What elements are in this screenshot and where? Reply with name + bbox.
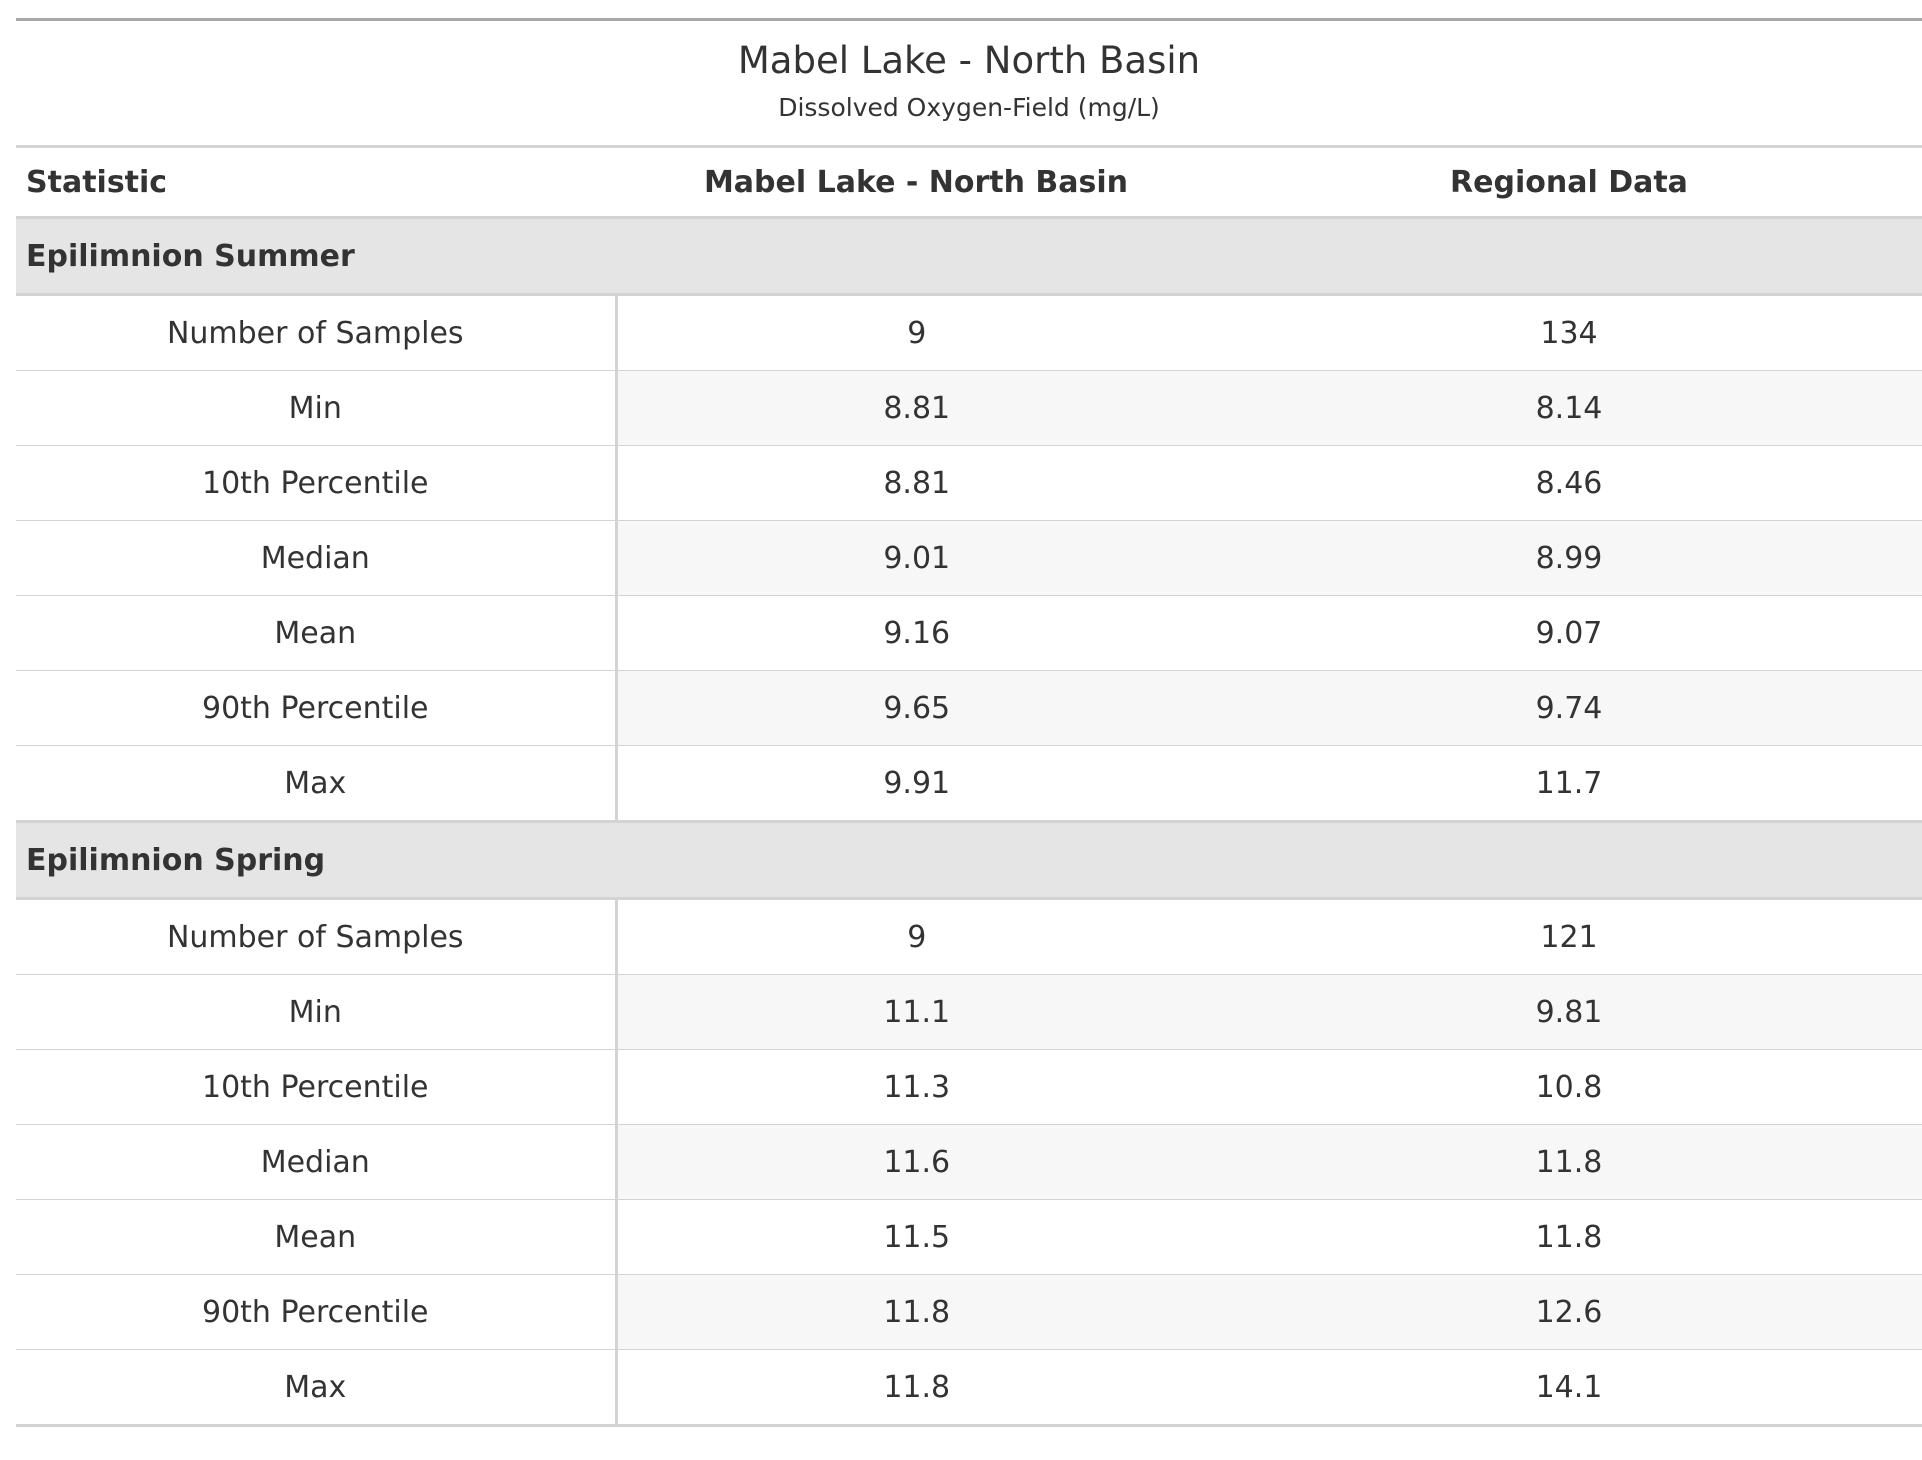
table-row: Max 11.8 14.1 [16, 1349, 1922, 1427]
row-regional-value: 121 [1216, 898, 1922, 975]
column-header-statistic: Statistic [16, 145, 616, 219]
table-title: Mabel Lake - North Basin [737, 39, 1201, 82]
row-site-value: 11.5 [616, 1199, 1216, 1275]
table-body: Epilimnion Summer Number of Samples 9 134 Mi… [16, 217, 1922, 1427]
group-row: Epilimnion Summer [16, 217, 1922, 296]
row-statistic-label: 10th Percentile [16, 1049, 618, 1125]
group-label: Epilimnion Summer [16, 217, 1922, 296]
row-site-value: 11.8 [616, 1349, 1216, 1427]
row-statistic-label: Number of Samples [16, 294, 618, 371]
table-heading: Mabel Lake - North Basin Dissolved Oxyge… [16, 18, 1922, 147]
row-regional-value: 9.07 [1216, 595, 1922, 671]
row-regional-value: 10.8 [1216, 1049, 1922, 1125]
column-header-regional: Regional Data [1216, 145, 1922, 219]
table-subtitle: Dissolved Oxygen-Field (mg/L) [778, 93, 1160, 122]
row-statistic-label: Max [16, 1349, 618, 1427]
row-site-value: 8.81 [616, 445, 1216, 521]
statistics-table: Mabel Lake - North Basin Dissolved Oxyge… [16, 18, 1922, 1427]
row-statistic-label: Median [16, 520, 618, 596]
row-site-value: 9 [616, 294, 1216, 371]
row-statistic-label: Number of Samples [16, 898, 618, 975]
statistics-table-container: Mabel Lake - North Basin Dissolved Oxyge… [16, 18, 1922, 1427]
row-regional-value: 11.8 [1216, 1199, 1922, 1275]
row-site-value: 11.3 [616, 1049, 1216, 1125]
table-row: 90th Percentile 9.65 9.74 [16, 670, 1922, 746]
row-site-value: 11.1 [616, 974, 1216, 1050]
row-statistic-label: Max [16, 745, 618, 823]
row-site-value: 11.6 [616, 1124, 1216, 1200]
table-row: Median 9.01 8.99 [16, 520, 1922, 596]
row-statistic-label: 10th Percentile [16, 445, 618, 521]
row-site-value: 8.81 [616, 370, 1216, 446]
row-statistic-label: Min [16, 370, 618, 446]
row-site-value: 9.65 [616, 670, 1216, 746]
row-statistic-label: 90th Percentile [16, 1274, 618, 1350]
row-statistic-label: 90th Percentile [16, 670, 618, 746]
table-row: 10th Percentile 8.81 8.46 [16, 445, 1922, 521]
table-title-row: Mabel Lake - North Basin Dissolved Oxyge… [16, 18, 1922, 147]
row-regional-value: 8.46 [1216, 445, 1922, 521]
row-regional-value: 134 [1216, 294, 1922, 371]
row-site-value: 11.8 [616, 1274, 1216, 1350]
row-regional-value: 12.6 [1216, 1274, 1922, 1350]
row-site-value: 9.91 [616, 745, 1216, 823]
table-row: Number of Samples 9 121 [16, 898, 1922, 975]
table-row: Mean 9.16 9.07 [16, 595, 1922, 671]
table-row: 90th Percentile 11.8 12.6 [16, 1274, 1922, 1350]
group-label: Epilimnion Spring [16, 820, 1922, 900]
row-regional-value: 14.1 [1216, 1349, 1922, 1427]
column-header-site: Mabel Lake - North Basin [616, 145, 1216, 219]
table-row: Min 8.81 8.14 [16, 370, 1922, 446]
row-statistic-label: Min [16, 974, 618, 1050]
row-site-value: 9 [616, 898, 1216, 975]
row-statistic-label: Mean [16, 595, 618, 671]
table-row: 10th Percentile 11.3 10.8 [16, 1049, 1922, 1125]
row-statistic-label: Median [16, 1124, 618, 1200]
group-row: Epilimnion Spring [16, 820, 1922, 900]
row-regional-value: 11.8 [1216, 1124, 1922, 1200]
table-row: Number of Samples 9 134 [16, 294, 1922, 371]
column-header-row: Statistic Mabel Lake - North Basin Regio… [16, 145, 1922, 219]
table-row: Mean 11.5 11.8 [16, 1199, 1922, 1275]
table-row: Min 11.1 9.81 [16, 974, 1922, 1050]
row-site-value: 9.16 [616, 595, 1216, 671]
table-row: Max 9.91 11.7 [16, 745, 1922, 823]
row-regional-value: 9.74 [1216, 670, 1922, 746]
row-regional-value: 9.81 [1216, 974, 1922, 1050]
row-site-value: 9.01 [616, 520, 1216, 596]
row-regional-value: 11.7 [1216, 745, 1922, 823]
row-regional-value: 8.99 [1216, 520, 1922, 596]
row-regional-value: 8.14 [1216, 370, 1922, 446]
table-row: Median 11.6 11.8 [16, 1124, 1922, 1200]
row-statistic-label: Mean [16, 1199, 618, 1275]
